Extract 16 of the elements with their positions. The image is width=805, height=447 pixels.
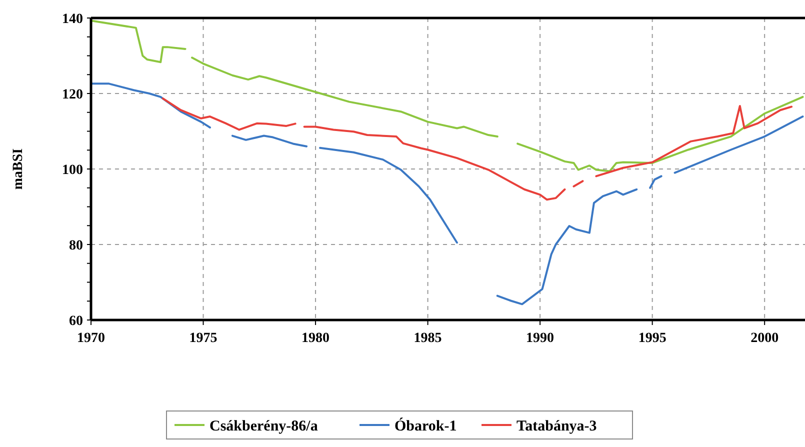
legend-label: Óbarok-1 (394, 417, 457, 434)
x-tick-label: 1975 (189, 331, 218, 346)
y-tick-label: 60 (69, 314, 83, 329)
x-tick-label: 1985 (414, 331, 442, 346)
legend-label: Csákberény-86/a (210, 418, 318, 434)
x-tick-label: 2000 (750, 331, 779, 346)
legend-label: Tatabánya-3 (516, 418, 597, 434)
y-tick-label: 120 (62, 87, 83, 102)
x-tick-label: 1980 (302, 331, 330, 346)
y-tick-label: 100 (62, 162, 83, 178)
x-tick-label: 1995 (638, 331, 666, 346)
x-tick-label: 1970 (77, 331, 105, 346)
y-tick-label: 140 (62, 12, 83, 27)
y-tick-label: 80 (69, 238, 83, 254)
x-tick-label: 1990 (526, 331, 554, 346)
y-axis-title: maBSI (11, 148, 26, 190)
